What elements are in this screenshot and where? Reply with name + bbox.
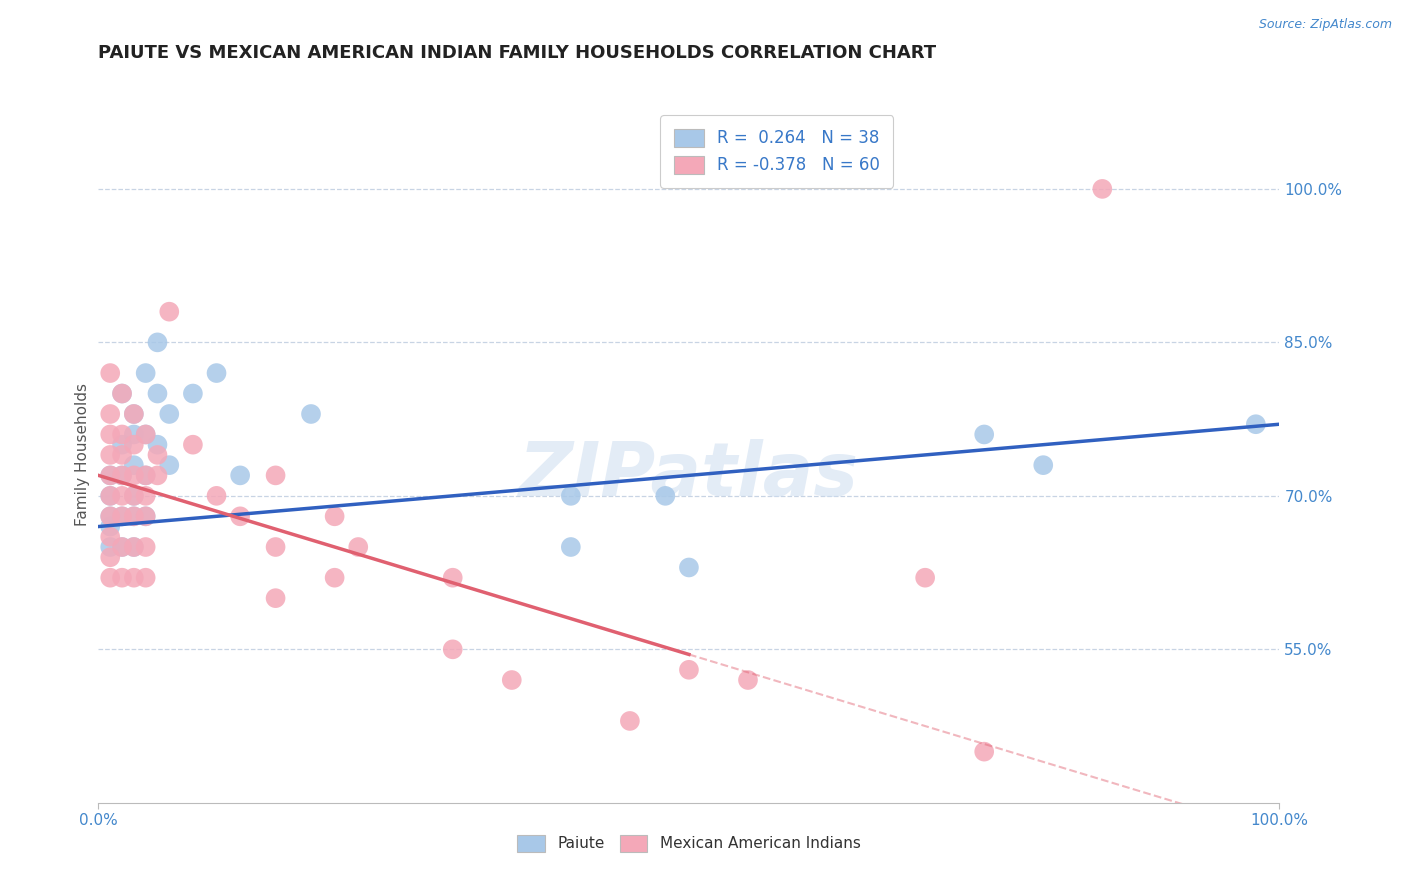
Point	[111, 468, 134, 483]
Point	[122, 540, 145, 554]
Point	[157, 304, 180, 318]
Point	[111, 540, 134, 554]
Point	[111, 438, 134, 452]
Point	[98, 427, 121, 442]
Point	[98, 448, 121, 462]
Point	[135, 468, 157, 483]
Point	[737, 673, 759, 687]
Point	[135, 427, 157, 442]
Point	[157, 407, 180, 421]
Point	[1032, 458, 1054, 472]
Text: Source: ZipAtlas.com: Source: ZipAtlas.com	[1258, 18, 1392, 31]
Point	[111, 427, 134, 442]
Point	[98, 468, 121, 483]
Point	[111, 509, 134, 524]
Point	[501, 673, 523, 687]
Point	[122, 438, 145, 452]
Text: PAIUTE VS MEXICAN AMERICAN INDIAN FAMILY HOUSEHOLDS CORRELATION CHART: PAIUTE VS MEXICAN AMERICAN INDIAN FAMILY…	[98, 45, 936, 62]
Point	[122, 458, 145, 472]
Point	[111, 489, 134, 503]
Point	[122, 407, 145, 421]
Point	[973, 745, 995, 759]
Point	[1244, 417, 1267, 432]
Point	[146, 335, 169, 350]
Point	[323, 571, 346, 585]
Point	[678, 663, 700, 677]
Point	[122, 509, 145, 524]
Point	[135, 468, 157, 483]
Point	[264, 591, 287, 606]
Point	[111, 571, 134, 585]
Point	[135, 540, 157, 554]
Point	[122, 540, 145, 554]
Point	[98, 550, 121, 565]
Point	[181, 386, 204, 401]
Point	[157, 458, 180, 472]
Point	[135, 571, 157, 585]
Point	[98, 366, 121, 380]
Point	[98, 530, 121, 544]
Point	[914, 571, 936, 585]
Point	[229, 468, 252, 483]
Point	[135, 427, 157, 442]
Point	[98, 489, 121, 503]
Point	[181, 438, 204, 452]
Point	[111, 540, 134, 554]
Point	[111, 448, 134, 462]
Point	[654, 489, 676, 503]
Point	[146, 438, 169, 452]
Point	[678, 560, 700, 574]
Point	[264, 540, 287, 554]
Point	[122, 427, 145, 442]
Point	[111, 386, 134, 401]
Point	[205, 366, 228, 380]
Y-axis label: Family Households: Family Households	[75, 384, 90, 526]
Point	[146, 386, 169, 401]
Point	[205, 489, 228, 503]
Point	[98, 571, 121, 585]
Point	[229, 509, 252, 524]
Point	[560, 540, 582, 554]
Point	[98, 509, 121, 524]
Point	[122, 489, 145, 503]
Point	[98, 540, 121, 554]
Point	[122, 489, 145, 503]
Point	[441, 571, 464, 585]
Point	[98, 489, 121, 503]
Point	[135, 366, 157, 380]
Legend: Paiute, Mexican American Indians: Paiute, Mexican American Indians	[512, 829, 866, 858]
Point	[135, 509, 157, 524]
Point	[122, 407, 145, 421]
Point	[111, 509, 134, 524]
Point	[347, 540, 370, 554]
Point	[98, 509, 121, 524]
Text: ZIPatlas: ZIPatlas	[519, 439, 859, 512]
Point	[619, 714, 641, 728]
Point	[441, 642, 464, 657]
Point	[98, 407, 121, 421]
Point	[146, 468, 169, 483]
Point	[146, 448, 169, 462]
Point	[323, 509, 346, 524]
Point	[122, 509, 145, 524]
Point	[98, 519, 121, 533]
Point	[135, 509, 157, 524]
Point	[560, 489, 582, 503]
Point	[264, 468, 287, 483]
Point	[111, 386, 134, 401]
Point	[122, 571, 145, 585]
Point	[111, 468, 134, 483]
Point	[122, 468, 145, 483]
Point	[299, 407, 322, 421]
Point	[98, 468, 121, 483]
Point	[973, 427, 995, 442]
Point	[1091, 182, 1114, 196]
Point	[135, 489, 157, 503]
